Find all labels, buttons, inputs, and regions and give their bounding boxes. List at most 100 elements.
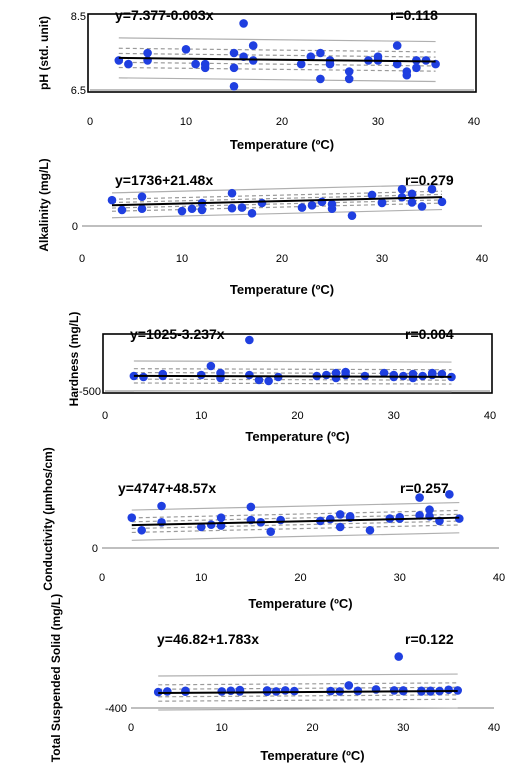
- y-tick-label: 0: [92, 543, 98, 555]
- x-tick-label: 20: [306, 722, 318, 734]
- data-point: [407, 189, 417, 199]
- data-point: [407, 198, 417, 207]
- confidence-band-upper: [111, 190, 443, 200]
- x-tick-label: 0: [99, 572, 105, 584]
- data-point: [239, 19, 248, 28]
- y-tick-label: 6.5: [71, 85, 86, 97]
- data-point: [344, 74, 354, 84]
- data-point: [157, 501, 166, 511]
- data-point: [402, 70, 412, 80]
- x-tick-label: 30: [372, 116, 384, 128]
- x-tick-label: 10: [216, 722, 228, 734]
- x-axis-title: Temperature (ºC): [230, 282, 334, 297]
- confidence-band-upper: [131, 509, 460, 519]
- data-point: [181, 45, 191, 54]
- regression-line: [111, 196, 443, 207]
- chart-panel-2: y=1736+21.48x r=0.279 0 10 20 30 40 0 Temperatur…: [37, 158, 488, 297]
- chart-panel-3: y=1025-3.237x r=0.004 0 10 20 30 40 -500 Tempera…: [67, 312, 496, 444]
- data-point: [316, 48, 325, 58]
- chart-panel-4: y=4747+48.57x r=0.257 0 10 20 30 40 0 Temperatur…: [41, 447, 505, 611]
- confidence-band-inner-upper: [111, 193, 443, 204]
- data-point: [200, 59, 210, 69]
- data-point: [206, 520, 216, 529]
- confidence-band-lower: [158, 698, 458, 702]
- prediction-band-upper: [131, 501, 460, 511]
- x-tick-label: 0: [128, 722, 134, 734]
- x-tick-label: 0: [102, 410, 108, 422]
- y-axis-title: Conductivity (µmhos/cm): [41, 447, 55, 591]
- regression-equation: y=46.82+1.783x: [157, 631, 259, 647]
- data-point: [447, 372, 456, 382]
- x-tick-label: 30: [376, 253, 388, 265]
- x-tick-label: 10: [176, 253, 188, 265]
- x-tick-label: 10: [180, 116, 192, 128]
- x-tick-label: 20: [276, 116, 288, 128]
- x-axis-title: Temperature (ºC): [230, 137, 334, 152]
- data-point: [367, 190, 377, 200]
- data-point: [444, 685, 453, 695]
- data-point: [107, 195, 117, 205]
- data-point: [392, 41, 402, 50]
- data-point: [124, 59, 133, 69]
- data-point: [254, 375, 264, 385]
- data-point: [264, 376, 273, 386]
- data-point: [365, 525, 375, 535]
- data-point: [397, 184, 407, 194]
- y-tick-label: 0: [72, 221, 78, 233]
- confidence-band-lower: [131, 524, 460, 534]
- x-tick-label: 40: [468, 116, 480, 128]
- regression-equation: y=1736+21.48x: [115, 172, 213, 188]
- data-point: [377, 198, 387, 208]
- data-point: [290, 686, 299, 696]
- confidence-band-upper: [158, 682, 458, 686]
- y-axis-title: Alkalinity (mg/L): [37, 158, 51, 251]
- confidence-band-lower: [118, 66, 436, 72]
- data-point: [137, 204, 147, 214]
- data-point: [235, 687, 245, 696]
- data-point: [163, 687, 172, 696]
- chart-panel-1: y=7.377-0.003x r=0.118 0 10 20 30 40 6.5 8.5 Temp…: [37, 7, 480, 152]
- data-point: [245, 370, 254, 380]
- data-point: [217, 687, 227, 696]
- regression-line: [133, 374, 452, 378]
- data-point: [322, 370, 331, 380]
- data-point: [247, 209, 257, 218]
- chart-panel-5: y=46.82+1.783x r=0.122 0 10 20 30 40 -400 Temper…: [49, 594, 500, 763]
- x-tick-label: 20: [276, 253, 288, 265]
- data-point: [187, 204, 197, 214]
- prediction-band-lower: [118, 77, 436, 83]
- x-tick-label: 30: [397, 722, 409, 734]
- data-point: [139, 372, 148, 382]
- data-point: [389, 686, 399, 695]
- data-point: [425, 505, 434, 515]
- confidence-band-inner-lower: [111, 199, 443, 209]
- y-tick-label: -400: [105, 703, 127, 715]
- data-point: [229, 82, 239, 91]
- data-point: [280, 686, 290, 695]
- prediction-band-upper: [118, 37, 436, 43]
- data-point: [276, 515, 285, 525]
- data-point: [226, 686, 236, 696]
- data-point: [445, 490, 454, 499]
- confidence-band-inner-lower: [158, 694, 458, 698]
- confidence-band-lower: [133, 382, 452, 385]
- correlation-label: r=0.118: [390, 7, 438, 23]
- prediction-band-lower: [158, 707, 458, 711]
- data-point: [394, 652, 404, 661]
- regression-equation: y=1025-3.237x: [130, 326, 225, 342]
- data-point: [177, 206, 187, 216]
- correlation-label: r=0.279: [405, 172, 454, 188]
- prediction-band-lower: [131, 532, 460, 541]
- data-point: [216, 513, 226, 522]
- data-point: [127, 513, 137, 522]
- data-point: [143, 48, 152, 58]
- x-tick-label: 40: [484, 410, 496, 422]
- regression-line: [158, 690, 458, 695]
- confidence-band-inner-upper: [158, 686, 458, 690]
- y-axis-title: pH (std. unit): [37, 16, 51, 90]
- prediction-band-lower: [133, 390, 452, 393]
- data-point: [415, 493, 424, 502]
- data-point: [227, 188, 237, 198]
- data-point: [453, 686, 463, 695]
